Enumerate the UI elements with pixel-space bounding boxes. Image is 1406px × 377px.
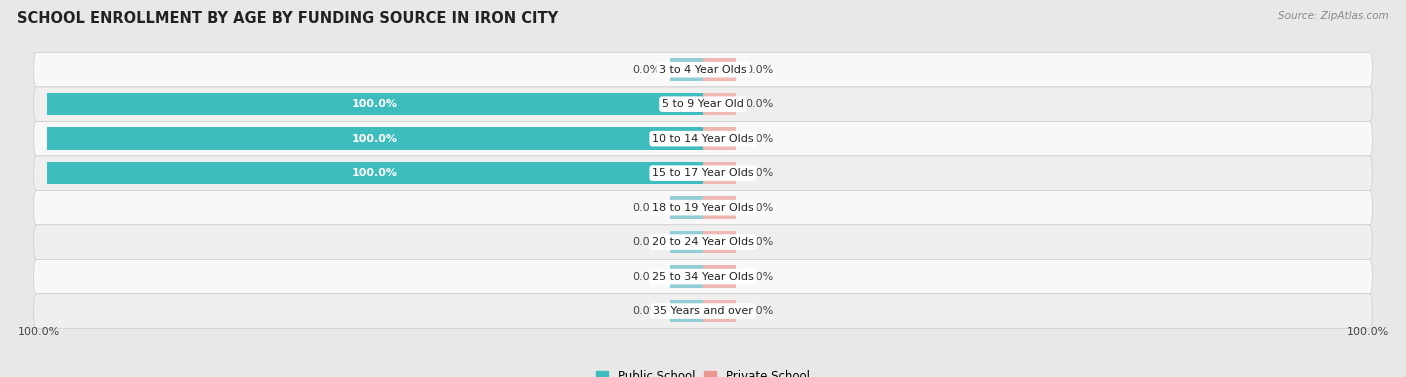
Bar [671, 265, 703, 288]
Text: 0.0%: 0.0% [633, 306, 661, 316]
Bar [46, 93, 703, 115]
Bar [671, 231, 703, 253]
Text: 0.0%: 0.0% [745, 271, 773, 282]
Text: 0.0%: 0.0% [745, 168, 773, 178]
Text: 0.0%: 0.0% [633, 202, 661, 213]
Text: 3 to 4 Year Olds: 3 to 4 Year Olds [659, 65, 747, 75]
FancyBboxPatch shape [34, 121, 1372, 156]
Text: 25 to 34 Year Olds: 25 to 34 Year Olds [652, 271, 754, 282]
Text: 0.0%: 0.0% [633, 271, 661, 282]
Text: 35 Years and over: 35 Years and over [652, 306, 754, 316]
FancyBboxPatch shape [34, 259, 1372, 294]
Text: 100.0%: 100.0% [17, 328, 59, 337]
Text: 0.0%: 0.0% [745, 237, 773, 247]
FancyBboxPatch shape [34, 52, 1372, 87]
Text: 18 to 19 Year Olds: 18 to 19 Year Olds [652, 202, 754, 213]
Bar [703, 127, 735, 150]
Bar [703, 265, 735, 288]
Text: 0.0%: 0.0% [633, 65, 661, 75]
Text: 20 to 24 Year Olds: 20 to 24 Year Olds [652, 237, 754, 247]
Text: 0.0%: 0.0% [745, 99, 773, 109]
Bar [671, 300, 703, 322]
Text: 100.0%: 100.0% [352, 134, 398, 144]
FancyBboxPatch shape [34, 156, 1372, 190]
Text: 0.0%: 0.0% [745, 65, 773, 75]
Text: 0.0%: 0.0% [745, 306, 773, 316]
Text: 5 to 9 Year Old: 5 to 9 Year Old [662, 99, 744, 109]
FancyBboxPatch shape [34, 294, 1372, 328]
Bar [46, 127, 703, 150]
Bar [703, 58, 735, 81]
Text: Source: ZipAtlas.com: Source: ZipAtlas.com [1278, 11, 1389, 21]
Legend: Public School, Private School: Public School, Private School [592, 366, 814, 377]
Text: 0.0%: 0.0% [633, 237, 661, 247]
Text: 100.0%: 100.0% [352, 168, 398, 178]
Bar [703, 300, 735, 322]
FancyBboxPatch shape [34, 190, 1372, 225]
Bar [671, 196, 703, 219]
Text: 100.0%: 100.0% [352, 99, 398, 109]
FancyBboxPatch shape [34, 225, 1372, 259]
Text: 10 to 14 Year Olds: 10 to 14 Year Olds [652, 134, 754, 144]
Text: 0.0%: 0.0% [745, 134, 773, 144]
Text: 15 to 17 Year Olds: 15 to 17 Year Olds [652, 168, 754, 178]
Bar [703, 93, 735, 115]
Bar [703, 231, 735, 253]
Text: 0.0%: 0.0% [745, 202, 773, 213]
Bar [703, 162, 735, 184]
Text: 100.0%: 100.0% [1347, 328, 1389, 337]
Bar [671, 58, 703, 81]
FancyBboxPatch shape [34, 87, 1372, 121]
Bar [46, 162, 703, 184]
Text: SCHOOL ENROLLMENT BY AGE BY FUNDING SOURCE IN IRON CITY: SCHOOL ENROLLMENT BY AGE BY FUNDING SOUR… [17, 11, 558, 26]
Bar [703, 196, 735, 219]
